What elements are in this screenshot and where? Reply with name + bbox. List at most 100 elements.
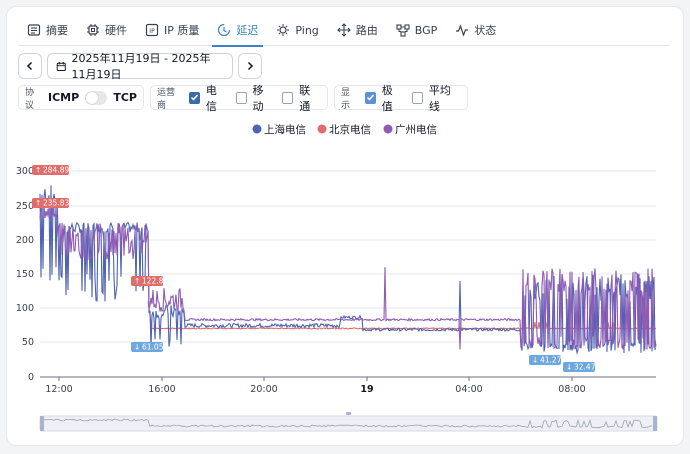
legend-item-beijing[interactable]: 北京电信 [317, 123, 372, 136]
tab-status[interactable]: 状态 [446, 14, 505, 46]
calendar-icon [56, 61, 66, 71]
min-marker-1: ↓ 61.05 [131, 342, 164, 352]
tab-summary-label: 摘要 [46, 24, 68, 37]
display-extremes-option[interactable]: 极值 [364, 82, 402, 114]
svg-text:↑: ↑ [35, 199, 41, 208]
check-icon [366, 94, 374, 101]
max-marker-2: ↑ 235.83 [32, 198, 69, 208]
checkbox-unicom[interactable] [282, 91, 294, 104]
ip-icon: IP [145, 23, 159, 37]
display-average-option[interactable]: 平均线 [411, 82, 459, 114]
carrier-mobile-label: 移动 [252, 83, 264, 113]
tab-latency-label: 延迟 [236, 24, 259, 37]
zoom-handle-right[interactable] [653, 416, 657, 431]
x-tick-label-day: 19 [360, 384, 373, 395]
zoom-handle-left[interactable] [40, 416, 44, 431]
date-range-picker[interactable]: 2025年11月19日 - 2025年11月19日 [47, 52, 233, 81]
carrier-telecom-option[interactable]: 电信 [188, 82, 226, 114]
y-tick-label: 250 [16, 201, 34, 212]
protocol-label: 协议 [25, 87, 35, 111]
legend-item-guangzhou[interactable]: 广州电信 [383, 123, 438, 136]
x-tick-label: 20:00 [250, 384, 277, 395]
svg-text:↑: ↑ [35, 166, 41, 175]
tab-ip-quality[interactable]: IP IP 质量 [136, 14, 208, 46]
chip-icon [87, 24, 99, 36]
y-tick-label: 100 [16, 303, 34, 314]
min-marker-3-value: 32.47 [574, 363, 596, 372]
carrier-unicom-option[interactable]: 联通 [282, 82, 319, 114]
min-marker-2: ↓ 41.27 [529, 355, 562, 365]
tab-route-label: 路由 [355, 24, 378, 37]
protocol-group: 协议 ICMP TCP [18, 85, 144, 111]
tab-bar: 摘要 硬件 IP IP 质量 延迟 Ping 路由 BGP 状态 [18, 14, 670, 47]
checkbox-average[interactable] [411, 91, 423, 104]
bgp-icon [396, 24, 410, 37]
display-average-label: 平均线 [428, 83, 451, 113]
svg-text:↓: ↓ [134, 343, 140, 352]
tab-bgp-label: BGP [414, 23, 438, 37]
latency-icon [218, 23, 231, 37]
carrier-label: 运营商 [157, 87, 176, 111]
summary-icon [27, 24, 41, 36]
checkbox-mobile[interactable] [235, 91, 247, 104]
max-marker-3: ↑ 122.8 [131, 276, 164, 286]
svg-text:↓: ↓ [532, 356, 538, 365]
checkbox-telecom[interactable] [188, 91, 200, 104]
series-line-shanghai [39, 185, 657, 355]
chart-legend: 上海电信 北京电信 广州电信 [252, 123, 438, 136]
status-icon [456, 24, 469, 37]
svg-text:IP: IP [149, 28, 155, 35]
zoom-preview-line [43, 418, 653, 429]
tab-latency[interactable]: 延迟 [208, 14, 267, 47]
carrier-mobile-option[interactable]: 移动 [235, 82, 273, 114]
max-marker-1: ↑ 284.89 [32, 165, 69, 175]
display-label: 显示 [341, 87, 351, 111]
tab-hardware[interactable]: 硬件 [77, 14, 136, 46]
route-icon [337, 23, 351, 37]
x-tick-label: 08:00 [558, 384, 585, 395]
min-marker-1-value: 61.05 [142, 343, 164, 352]
y-tick-label: 0 [28, 372, 34, 383]
zoom-handle-top[interactable] [346, 412, 351, 415]
max-marker-2-value: 235.83 [43, 199, 69, 208]
x-tick-label: 04:00 [455, 384, 482, 395]
min-marker-3: ↓ 32.47 [563, 362, 596, 372]
protocol-toggle[interactable] [85, 90, 108, 105]
min-marker-2-value: 41.27 [540, 356, 562, 365]
series-line-guangzhou [39, 202, 657, 350]
tcp-label: TCP [113, 91, 137, 104]
max-marker-1-value: 284.89 [43, 166, 69, 175]
y-tick-label: 50 [22, 337, 34, 348]
next-range-button[interactable] [238, 53, 262, 79]
tab-route[interactable]: 路由 [328, 14, 387, 46]
y-tick-label: 150 [16, 269, 34, 280]
y-axis-labels: 0 50 100 150 200 250 300 [16, 166, 34, 383]
x-tick-label: 16:00 [148, 384, 175, 395]
date-range-text: 2025年11月19日 - 2025年11月19日 [71, 52, 211, 81]
display-extremes-label: 极值 [381, 83, 393, 113]
prev-range-button[interactable] [18, 53, 42, 79]
svg-text:↑: ↑ [134, 277, 140, 286]
carrier-telecom-label: 电信 [205, 83, 217, 113]
x-axis-labels: 12:00 16:00 20:00 19 04:00 08:00 [45, 377, 586, 395]
legend-label-shanghai: 上海电信 [264, 123, 306, 136]
tab-ping-label: Ping [295, 23, 319, 37]
icmp-label: ICMP [47, 91, 80, 104]
legend-item-shanghai[interactable]: 上海电信 [252, 123, 307, 136]
tab-summary[interactable]: 摘要 [18, 14, 77, 46]
legend-label-beijing: 北京电信 [329, 123, 371, 136]
checkbox-extremes[interactable] [364, 91, 376, 104]
y-tick-label: 300 [16, 166, 34, 177]
max-marker-3-value: 122.8 [142, 277, 164, 286]
check-icon [190, 94, 198, 101]
carrier-unicom-label: 联通 [299, 83, 311, 113]
tab-ping[interactable]: Ping [267, 14, 327, 46]
display-group: 显示 极值 平均线 [334, 84, 468, 113]
tab-bgp[interactable]: BGP [387, 14, 447, 46]
ping-icon [277, 24, 290, 36]
carrier-group: 运营商 电信 移动 联通 [150, 84, 328, 113]
tab-status-label: 状态 [474, 24, 497, 37]
zoom-slider[interactable] [39, 412, 658, 432]
tab-hardware-label: 硬件 [105, 24, 127, 37]
